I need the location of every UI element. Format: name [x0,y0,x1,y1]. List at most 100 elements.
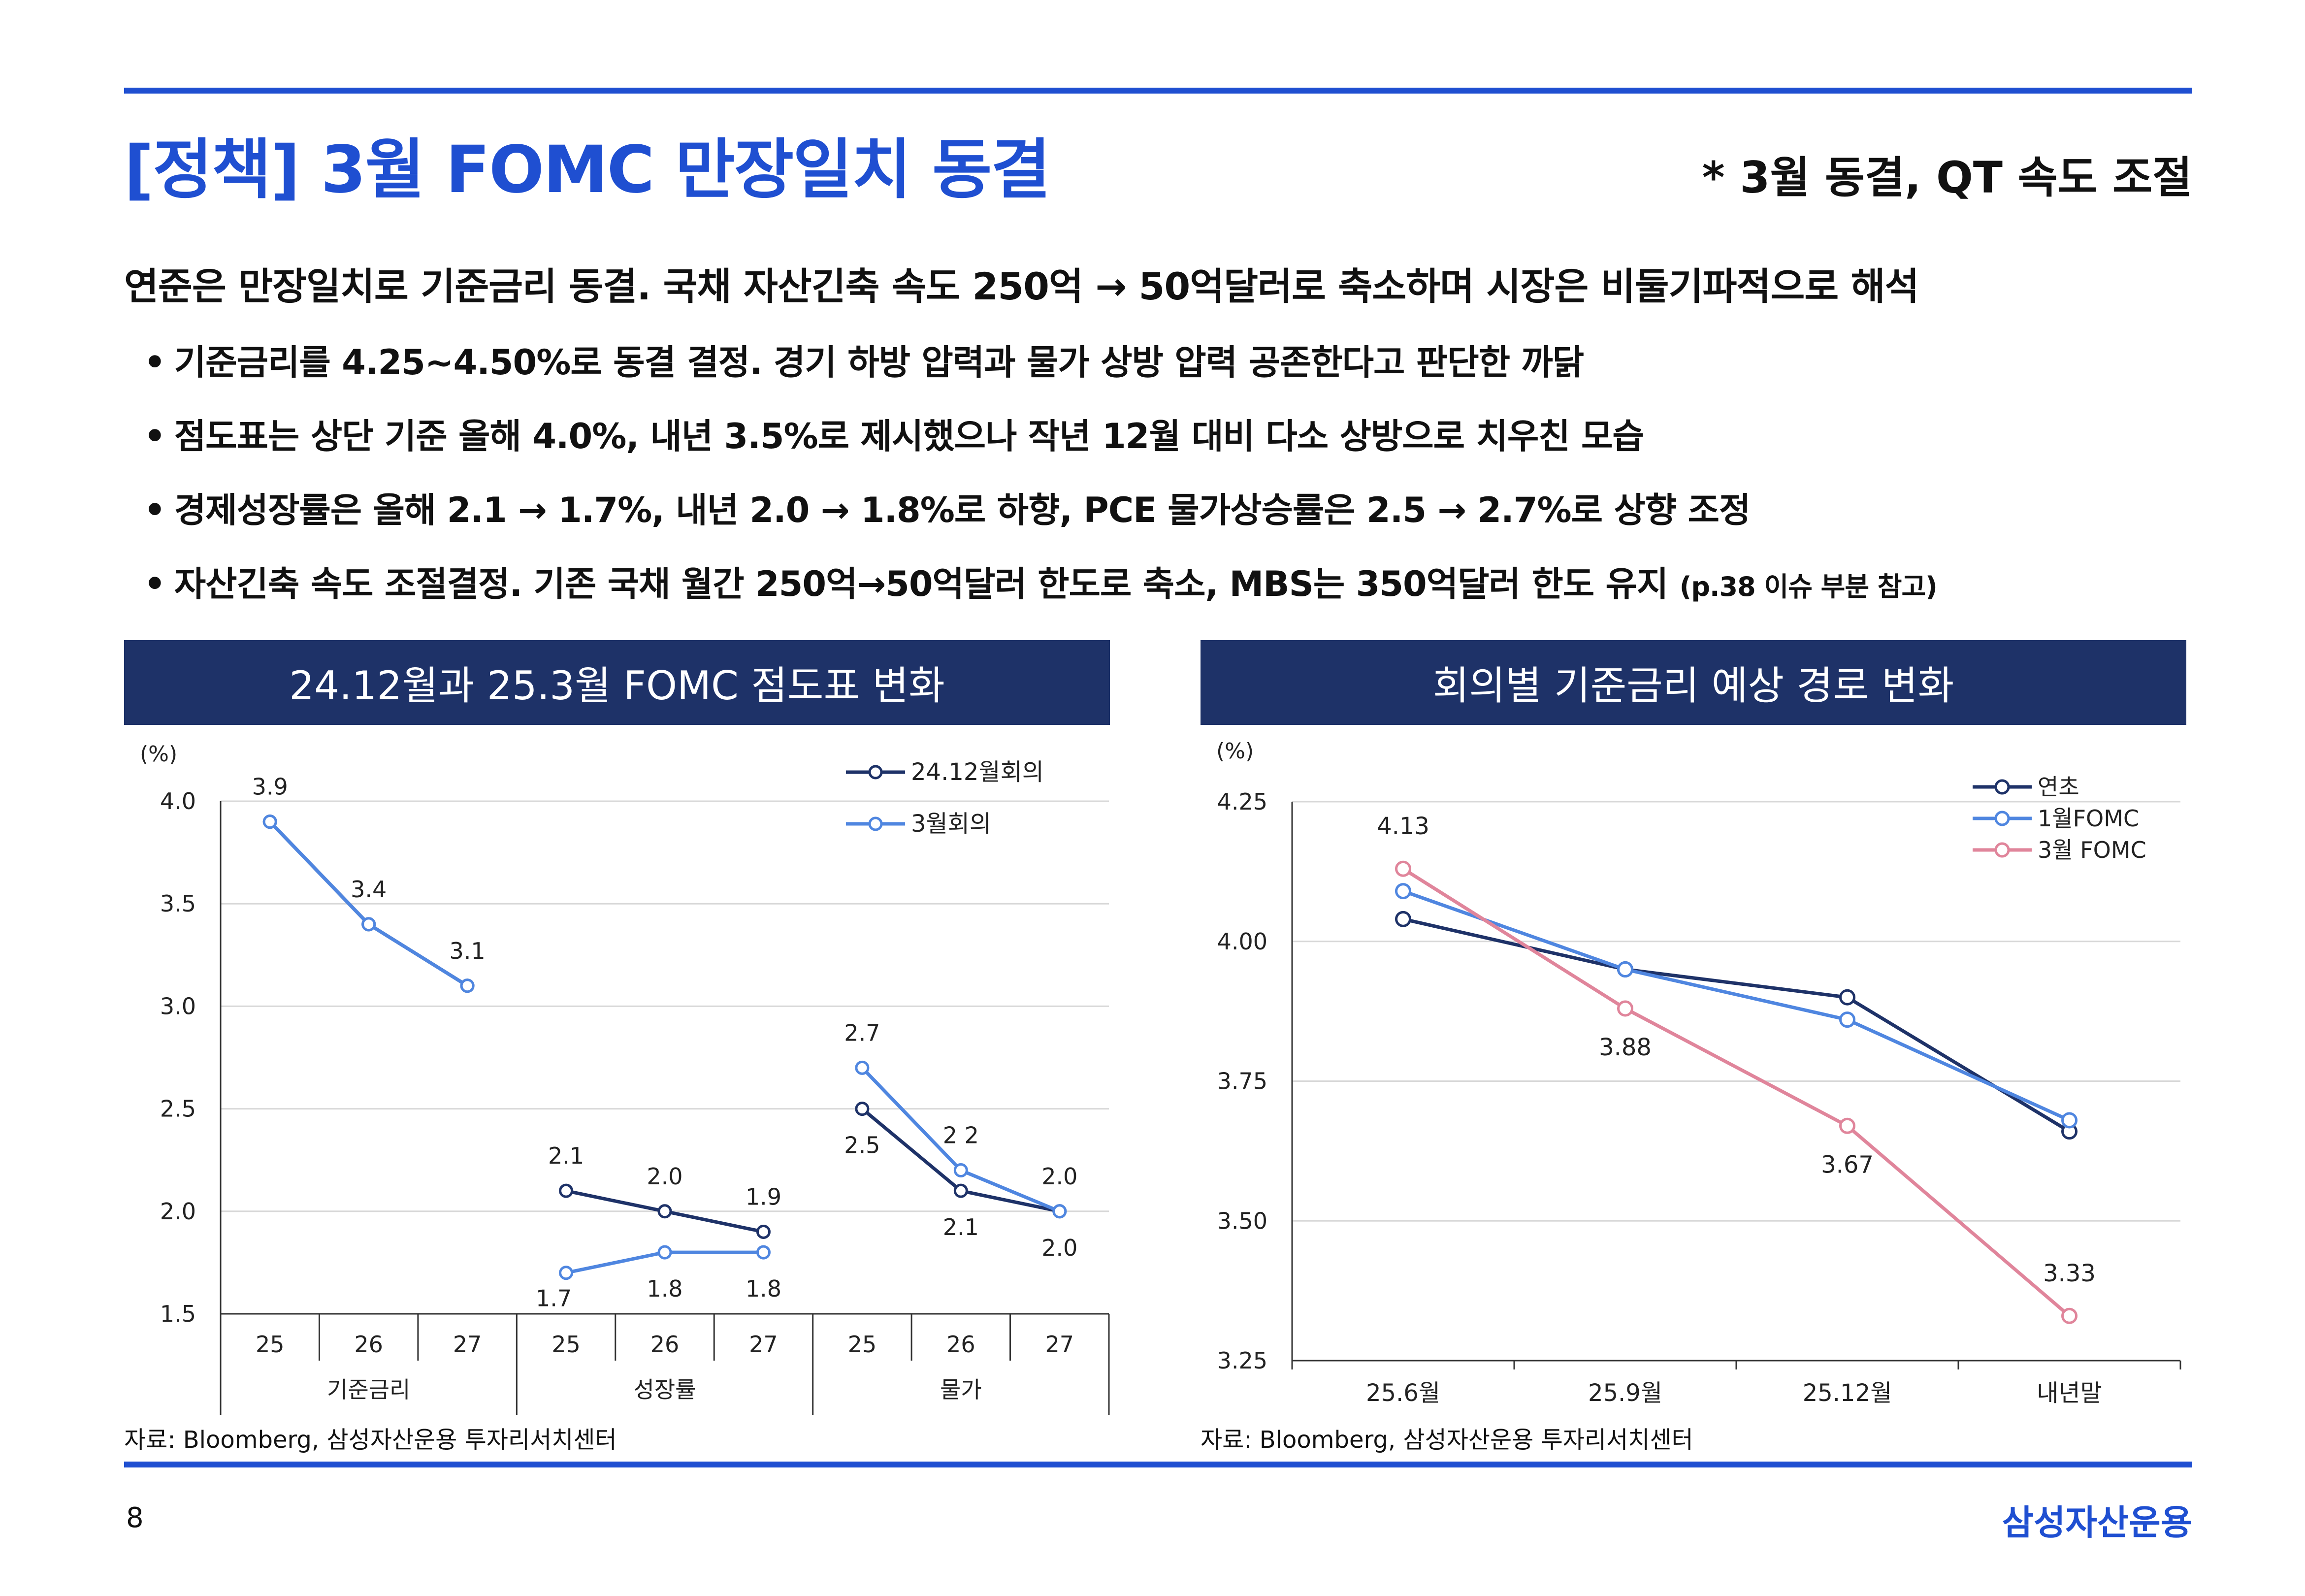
legend-marker [1994,779,2010,795]
x-tick-label: 27 [749,1331,778,1358]
data-point [953,1183,968,1198]
data-point [1839,989,1855,1006]
brand-logo-text: 삼성자산운용 [2002,1502,2192,1543]
data-label: 2.1 [943,1214,979,1240]
bullet-text: 기준금리를 4.25~4.50%로 동결 결정. 경기 하방 압력과 물가 상방… [174,342,1584,383]
data-point [1395,911,1411,927]
data-label: 2.0 [1041,1235,1077,1261]
data-point [855,1102,870,1116]
y-tick-label: 3.25 [1217,1347,1267,1374]
data-point [953,1163,968,1178]
data-label: 3.33 [2043,1260,2096,1287]
series-line [1402,889,2070,1122]
legend-marker [1994,842,2010,858]
y-tick-label: 4.00 [1217,928,1267,955]
data-label: 2.0 [647,1163,682,1190]
bullet-text: 경제성장률은 올해 2.1 → 1.7%, 내년 2.0 → 1.8%로 하향,… [174,490,1751,530]
data-label: 3.88 [1599,1034,1652,1061]
chart2-title: 회의별 기준금리 예상 경로 변화 [1201,640,2186,725]
x-tick-label: 25.9월 [1588,1379,1662,1407]
x-tick-label: 25 [552,1331,581,1358]
x-tick-label: 26 [650,1331,680,1358]
data-label: 2.0 [1041,1163,1077,1190]
page-subtitle: * 3월 동결, QT 속도 조절 [1702,152,2192,203]
x-tick-label: 25.12월 [1803,1379,1892,1407]
bullet-mark: • [144,416,166,456]
y-tick-label: 2.0 [160,1198,196,1225]
y-tick-label: 3.50 [1217,1207,1267,1234]
x-tick-label: 25 [848,1331,877,1358]
chart2-source: 자료: Bloomberg, 삼성자산운용 투자리서치센터 [1201,1426,1693,1454]
y-axis-unit: (%) [140,742,177,767]
y-tick-label: 1.5 [160,1301,196,1327]
data-point [2061,1307,2078,1324]
dot-plot-chart: (%) 4.0 3.5 3.0 2.5 2.0 1.5 25 26 27 25 26 27 25 26 27 기… [140,742,1110,1415]
data-label: 3.67 [1821,1151,1874,1178]
rate-path-chart: (%) 4.25 4.00 3.75 3.50 3.25 25.6월 25.9월 25.12월 내… [1216,739,2181,1407]
series-line [1402,917,2071,1133]
legend-label: 3월 FOMC [2038,837,2146,863]
data-point [460,978,475,993]
data-point [559,1183,574,1198]
data-label: 2 2 [943,1122,979,1149]
data-point [1395,860,1411,877]
data-label: 1.8 [647,1275,682,1302]
x-tick-label: 26 [354,1331,383,1358]
x-tick-label: 27 [453,1331,482,1358]
bullet-mark: • [144,490,166,530]
data-label: 2.7 [844,1019,880,1046]
data-label: 2.1 [548,1142,584,1169]
legend-marker [868,816,883,831]
data-point [1395,883,1411,900]
legend-label: 연초 [2038,774,2079,800]
group-label: 기준금리 [327,1376,410,1403]
chart1-title: 24.12월과 25.3월 FOMC 점도표 변화 [124,640,1110,725]
data-point [657,1204,672,1219]
x-tick-label: 27 [1045,1331,1074,1358]
chart1-source: 자료: Bloomberg, 삼성자산운용 투자리서치센터 [124,1426,617,1454]
bottom-rule [124,1462,2192,1467]
data-point [756,1245,771,1260]
legend-marker [1994,811,2010,826]
legend-marker [868,765,883,780]
y-tick-label: 3.75 [1217,1068,1267,1095]
bullet-item: • 자산긴축 속도 조절결정. 기존 국채 월간 250억→50억달러 한도로 축… [144,556,1938,606]
data-point [361,917,376,932]
series-line [1402,867,2071,1317]
top-rule [124,88,2192,94]
legend-label: 3월회의 [911,810,991,838]
bullet-item: • 경제성장률은 올해 2.1 → 1.7%, 내년 2.0 → 1.8%로 하향… [144,483,1751,532]
page-number: 8 [126,1502,144,1534]
bullet-mark: • [144,342,166,383]
legend-label: 1월FOMC [2038,805,2139,832]
x-tick-label: 25 [256,1331,285,1358]
data-point [559,1266,574,1280]
data-label: 1.9 [746,1183,781,1210]
data-label: 3.1 [450,938,486,964]
bullet-note: (p.38 이슈 부분 참고) [1679,571,1938,602]
data-point [2061,1112,2078,1129]
data-label: 1.7 [536,1285,572,1312]
data-point [756,1224,771,1239]
data-label: 3.4 [351,876,387,903]
y-tick-label: 3.0 [160,993,196,1019]
y-tick-label: 4.0 [160,788,196,814]
data-point [855,1060,870,1075]
bullet-item: • 기준금리를 4.25~4.50%로 동결 결정. 경기 하방 압력과 물가 상… [144,335,1584,385]
group-label: 성장률 [634,1376,696,1403]
y-tick-label: 2.5 [160,1096,196,1122]
y-axis-unit: (%) [1216,739,1254,764]
data-label: 2.5 [844,1132,880,1159]
data-label: 3.9 [252,774,288,800]
data-label: 1.8 [746,1275,781,1302]
data-point [262,814,277,829]
data-label: 4.13 [1377,813,1429,840]
bullet-mark: • [144,564,166,604]
data-point [1839,1011,1855,1028]
page-title: [정책] 3월 FOMC 만장일치 동결 [124,132,1051,208]
x-tick-label: 26 [946,1331,975,1358]
data-point [657,1245,672,1260]
y-tick-label: 4.25 [1217,788,1267,815]
lead-text: 연준은 만장일치로 기준금리 동결. 국채 자산긴축 속도 250억 → 50억… [124,264,1919,308]
x-tick-label: 내년말 [2037,1379,2102,1407]
